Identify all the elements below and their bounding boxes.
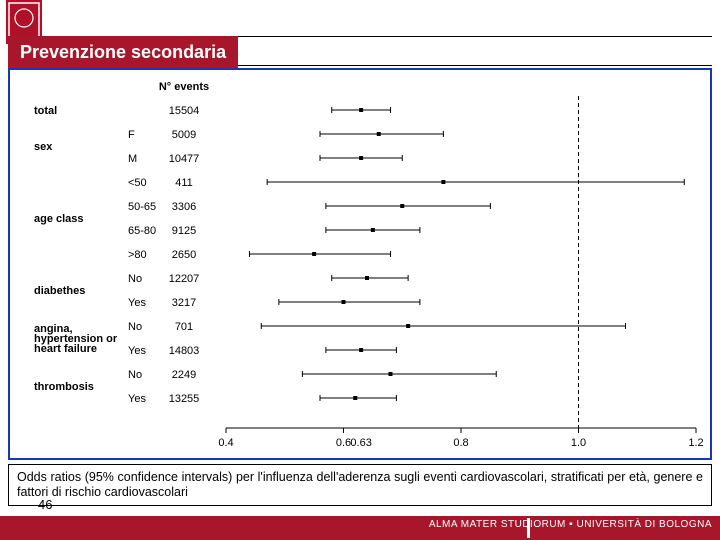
svg-text:total: total (34, 105, 57, 117)
svg-text:heart failure: heart failure (34, 343, 97, 355)
svg-text:No: No (128, 369, 142, 381)
svg-text:M: M (128, 153, 137, 165)
forest-plot-frame: N° events 15504 total F 5009 M 10477 sex <50 411 5… (8, 68, 712, 460)
svg-text:12207: 12207 (169, 273, 200, 285)
svg-text:14803: 14803 (169, 345, 200, 357)
svg-text:thrombosis: thrombosis (34, 381, 94, 393)
slide-title: Prevenzione secondaria (8, 36, 238, 69)
svg-text:Yes: Yes (128, 393, 146, 405)
svg-text:Yes: Yes (128, 345, 146, 357)
svg-text:0.6: 0.6 (336, 437, 351, 449)
svg-text:N° events: N° events (159, 81, 209, 93)
svg-text:0.63: 0.63 (350, 437, 371, 449)
footer-bar: ALMA MATER STUDIORUM ▪ UNIVERSITÀ DI BOL… (0, 516, 720, 540)
svg-text:411: 411 (175, 177, 193, 189)
svg-text:1.2: 1.2 (688, 437, 703, 449)
svg-text:Yes: Yes (128, 297, 146, 309)
svg-text:No: No (128, 321, 142, 333)
svg-text:5009: 5009 (172, 129, 196, 141)
svg-text:F: F (128, 129, 135, 141)
svg-text:3306: 3306 (172, 201, 196, 213)
forest-plot: N° events 15504 total F 5009 M 10477 sex <50 411 5… (16, 76, 706, 456)
svg-text:2650: 2650 (172, 249, 196, 261)
svg-text:sex: sex (34, 141, 53, 153)
svg-text:>80: >80 (128, 249, 147, 261)
svg-text:3217: 3217 (172, 297, 196, 309)
svg-text:13255: 13255 (169, 393, 200, 405)
svg-text:2249: 2249 (172, 369, 196, 381)
svg-text:No: No (128, 273, 142, 285)
svg-text:9125: 9125 (172, 225, 196, 237)
footer-text: ALMA MATER STUDIORUM ▪ UNIVERSITÀ DI BOL… (429, 519, 712, 530)
svg-text:0.8: 0.8 (453, 437, 468, 449)
svg-text:15504: 15504 (169, 105, 200, 117)
svg-text:0.4: 0.4 (218, 437, 233, 449)
svg-text:1.0: 1.0 (571, 437, 586, 449)
svg-text:701: 701 (175, 321, 193, 333)
svg-text:diabethes: diabethes (34, 285, 85, 297)
svg-text:age class: age class (34, 213, 84, 225)
svg-text:<50: <50 (128, 177, 147, 189)
svg-text:10477: 10477 (169, 153, 200, 165)
svg-text:50-65: 50-65 (128, 201, 156, 213)
caption: Odds ratios (95% confidence intervals) p… (8, 464, 712, 506)
page-number: 46 (38, 497, 52, 512)
svg-text:65-80: 65-80 (128, 225, 156, 237)
